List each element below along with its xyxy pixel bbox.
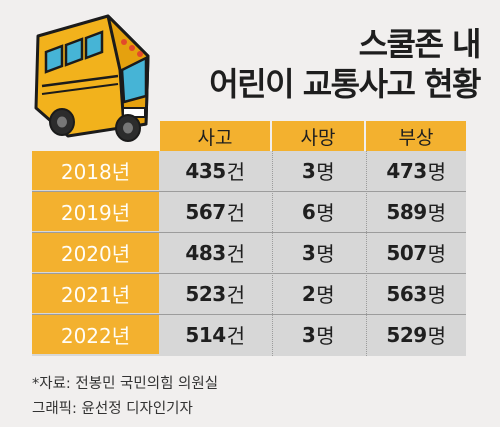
cell-unit: 명: [316, 283, 335, 307]
cell-value: 567: [185, 199, 226, 224]
cell-unit: 건: [226, 242, 245, 266]
row-divider: [32, 232, 466, 233]
cell-unit: 명: [427, 201, 446, 225]
cell-injuries: 507 명: [366, 233, 466, 272]
column-divider: [366, 151, 367, 356]
cell-accidents: 514 건: [160, 315, 270, 354]
cell-unit: 명: [316, 201, 335, 225]
cell-unit: 건: [226, 324, 245, 348]
chart-title: 스쿨존 내 어린이 교통사고 현황: [209, 24, 482, 104]
cell-unit: 명: [427, 324, 446, 348]
row-year-label: 2019년: [32, 192, 159, 231]
graphic-credit: 그래픽: 윤선정 디자인기자: [32, 401, 193, 417]
title-line-1: 스쿨존 내: [358, 25, 482, 63]
cell-unit: 명: [427, 242, 446, 266]
cell-accidents: 567 건: [160, 192, 270, 231]
row-year-label: 2020년: [32, 233, 159, 272]
cell-injuries: 563 명: [366, 274, 466, 313]
cell-unit: 건: [226, 283, 245, 307]
cell-value: 3: [301, 322, 316, 347]
row-year-label: 2022년: [32, 315, 159, 354]
cell-value: 435: [185, 158, 226, 183]
cell-accidents: 435 건: [160, 151, 270, 190]
cell-unit: 건: [226, 201, 245, 225]
cell-value: 529: [386, 322, 427, 347]
cell-accidents: 523 건: [160, 274, 270, 313]
column-header-injuries: 부상: [366, 121, 466, 151]
cell-unit: 명: [427, 283, 446, 307]
source-note: *자료: 전봉민 국민의힘 의원실: [32, 376, 219, 392]
cell-value: 589: [386, 199, 427, 224]
row-divider: [32, 273, 466, 274]
cell-value: 483: [185, 240, 226, 265]
cell-unit: 명: [316, 242, 335, 266]
cell-unit: 명: [316, 160, 335, 184]
cell-value: 523: [185, 281, 226, 306]
cell-value: 3: [301, 240, 316, 265]
title-line-2: 어린이 교통사고 현황: [209, 65, 481, 103]
cell-injuries: 589 명: [366, 192, 466, 231]
row-year-label: 2021년: [32, 274, 159, 313]
cell-value: 6: [301, 199, 316, 224]
column-header-accidents: 사고: [160, 121, 270, 151]
cell-injuries: 529 명: [366, 315, 466, 354]
cell-value: 507: [386, 240, 427, 265]
cell-unit: 명: [427, 160, 446, 184]
cell-unit: 건: [226, 160, 245, 184]
cell-unit: 명: [316, 324, 335, 348]
row-divider: [32, 314, 466, 315]
cell-value: 2: [301, 281, 316, 306]
column-header-deaths: 사망: [272, 121, 364, 151]
cell-value: 473: [386, 158, 427, 183]
cell-injuries: 473 명: [366, 151, 466, 190]
data-table: 2018년 435 건 3 명 473 명 2019년 567 건 6 명 589 명 2020년 483 건 3…: [32, 151, 466, 356]
cell-value: 3: [301, 158, 316, 183]
cell-value: 514: [185, 322, 226, 347]
column-divider: [272, 151, 273, 356]
row-year-label: 2018년: [32, 151, 159, 190]
cell-value: 563: [386, 281, 427, 306]
cell-accidents: 483 건: [160, 233, 270, 272]
school-bus-illustration: [34, 14, 150, 142]
row-divider: [32, 191, 466, 192]
